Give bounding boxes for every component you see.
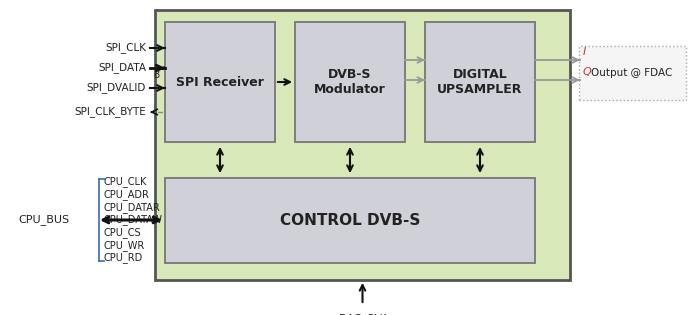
Text: SPI_DATA: SPI_DATA: [98, 63, 146, 73]
Text: DAC_CLK: DAC_CLK: [339, 313, 386, 315]
FancyBboxPatch shape: [425, 22, 535, 142]
Text: DIGITAL
UPSAMPLER: DIGITAL UPSAMPLER: [438, 68, 523, 96]
Text: CPU_CS: CPU_CS: [104, 227, 141, 238]
Text: 8: 8: [153, 70, 159, 80]
Text: CPU_BUS: CPU_BUS: [18, 215, 69, 226]
Text: CPU_ADR: CPU_ADR: [104, 189, 150, 200]
Text: CPU_DATAR: CPU_DATAR: [104, 202, 161, 213]
Text: SPI_CLK_BYTE: SPI_CLK_BYTE: [74, 106, 146, 117]
Text: SPI_DVALID: SPI_DVALID: [87, 83, 146, 94]
FancyBboxPatch shape: [165, 178, 535, 263]
Text: CPU_CLK: CPU_CLK: [104, 176, 148, 187]
FancyBboxPatch shape: [165, 22, 275, 142]
Text: CONTROL DVB-S: CONTROL DVB-S: [280, 213, 420, 228]
Text: SPI Receiver: SPI Receiver: [176, 76, 264, 89]
Text: Output @ FDAC: Output @ FDAC: [592, 68, 673, 78]
Text: SPI_CLK: SPI_CLK: [105, 43, 146, 54]
FancyBboxPatch shape: [155, 10, 570, 280]
Text: DVB-S
Modulator: DVB-S Modulator: [314, 68, 386, 96]
Text: I: I: [583, 47, 587, 57]
Text: CPU_RD: CPU_RD: [104, 253, 144, 263]
Text: Q: Q: [583, 67, 592, 77]
Text: CPU_WR: CPU_WR: [104, 240, 146, 251]
FancyBboxPatch shape: [295, 22, 405, 142]
FancyBboxPatch shape: [578, 46, 685, 100]
Text: CPU_DATAW: CPU_DATAW: [104, 215, 163, 226]
